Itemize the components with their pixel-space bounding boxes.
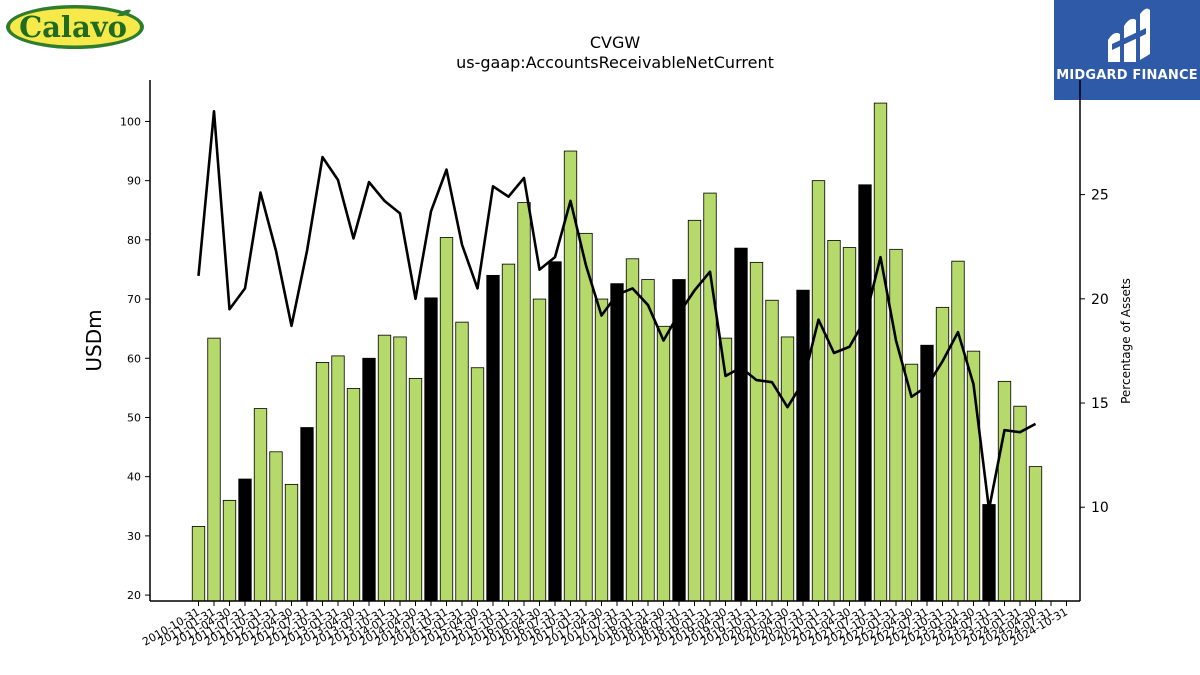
bar-2022-01-31 bbox=[889, 248, 903, 602]
bar-2012-10-31 bbox=[315, 362, 330, 602]
bar-2013-01-31 bbox=[331, 355, 345, 602]
bar-2013-10-31 bbox=[377, 334, 392, 602]
midgard-mark-icon bbox=[1108, 8, 1150, 62]
bar-2014-04-30 bbox=[408, 377, 423, 602]
bar-2019-10-31 bbox=[749, 261, 764, 602]
bar-2019-07-31 bbox=[734, 247, 748, 602]
y-tick-label: 90 bbox=[127, 175, 141, 188]
y-axis-label: USDm bbox=[82, 309, 106, 371]
chart-title: CVGW bbox=[589, 33, 641, 52]
y-tick-label: 30 bbox=[127, 530, 141, 543]
bar-2017-07-31 bbox=[610, 283, 624, 602]
bar-2013-04-30 bbox=[346, 388, 361, 602]
bar-2017-04-30 bbox=[594, 298, 609, 602]
y-tick-label: 60 bbox=[127, 352, 141, 365]
bar-2024-04-30 bbox=[1028, 466, 1043, 602]
bar-2014-01-31 bbox=[393, 336, 407, 602]
bar-2022-04-30 bbox=[904, 363, 919, 602]
bar-2018-01-31 bbox=[641, 279, 655, 602]
bar-2019-01-31 bbox=[703, 192, 717, 602]
y-tick-label: 70 bbox=[127, 293, 141, 306]
bar-2012-01-31 bbox=[269, 451, 283, 602]
bar-2014-07-31 bbox=[424, 297, 438, 602]
midgard-finance-text: MIDGARD FINANCE bbox=[1056, 68, 1198, 83]
bar-2016-04-30 bbox=[532, 298, 547, 602]
y-tick-label: 80 bbox=[127, 234, 141, 247]
bar-2020-01-31 bbox=[765, 299, 779, 602]
bar-2012-04-30 bbox=[284, 483, 299, 602]
bar-2017-01-31 bbox=[579, 232, 593, 602]
bar-2012-07-31 bbox=[300, 427, 314, 602]
bar-2020-04-30 bbox=[780, 336, 795, 602]
bar-2021-10-31 bbox=[873, 102, 888, 602]
bar-2015-04-30 bbox=[470, 367, 485, 602]
bar-2021-07-31 bbox=[858, 184, 872, 602]
bar-2011-01-31 bbox=[207, 337, 221, 602]
bar-2021-01-31 bbox=[827, 240, 841, 602]
bar-2011-10-31 bbox=[253, 408, 268, 602]
y2-tick-label: 15 bbox=[1091, 396, 1109, 412]
bar-2024-01-31 bbox=[1013, 405, 1027, 602]
bar-2019-04-30 bbox=[718, 337, 733, 602]
bar-2015-01-31 bbox=[455, 321, 469, 602]
bar-2022-07-31 bbox=[920, 344, 934, 602]
y2-tick-label: 20 bbox=[1091, 292, 1109, 308]
bar-2020-10-31 bbox=[811, 180, 826, 602]
y-tick-label: 40 bbox=[127, 471, 141, 484]
bar-2023-07-31 bbox=[982, 504, 996, 602]
y-tick-label: 20 bbox=[127, 589, 141, 602]
bar-2016-07-31 bbox=[548, 261, 562, 602]
bar-2020-07-31 bbox=[796, 289, 810, 602]
calavo-logo: Calavo bbox=[6, 5, 144, 49]
bar-2011-04-30 bbox=[222, 499, 237, 602]
bar-2018-04-30 bbox=[656, 325, 671, 602]
bar-2013-07-31 bbox=[362, 357, 376, 602]
bar-2017-10-31 bbox=[625, 258, 640, 602]
bar-2023-10-31 bbox=[997, 380, 1012, 602]
midgard-finance-logo: MIDGARD FINANCE bbox=[1054, 0, 1200, 100]
y-tick-label: 50 bbox=[127, 411, 141, 424]
bar-2015-10-31 bbox=[501, 263, 516, 602]
y2-tick-label: 10 bbox=[1091, 500, 1109, 516]
y-tick-label: 100 bbox=[120, 115, 141, 128]
bar-2014-10-31 bbox=[439, 237, 454, 602]
chart-subtitle: us-gaap:AccountsReceivableNetCurrent bbox=[456, 53, 774, 72]
percentage-of-assets-line bbox=[197, 109, 1037, 511]
bar-2016-01-31 bbox=[517, 202, 531, 602]
bar-2023-01-31 bbox=[951, 260, 965, 602]
bar-2015-07-31 bbox=[486, 274, 500, 602]
y2-tick-label: 25 bbox=[1091, 188, 1109, 204]
calavo-logo-text: Calavo bbox=[19, 10, 127, 44]
y2-axis-label: Percentage of Assets bbox=[1119, 278, 1133, 404]
bar-2018-07-31 bbox=[672, 279, 686, 602]
bar-2010-10-31 bbox=[191, 526, 206, 602]
bar-2011-07-31 bbox=[238, 478, 252, 602]
bar-2021-04-30 bbox=[842, 247, 857, 602]
bar-2018-10-31 bbox=[687, 219, 702, 602]
